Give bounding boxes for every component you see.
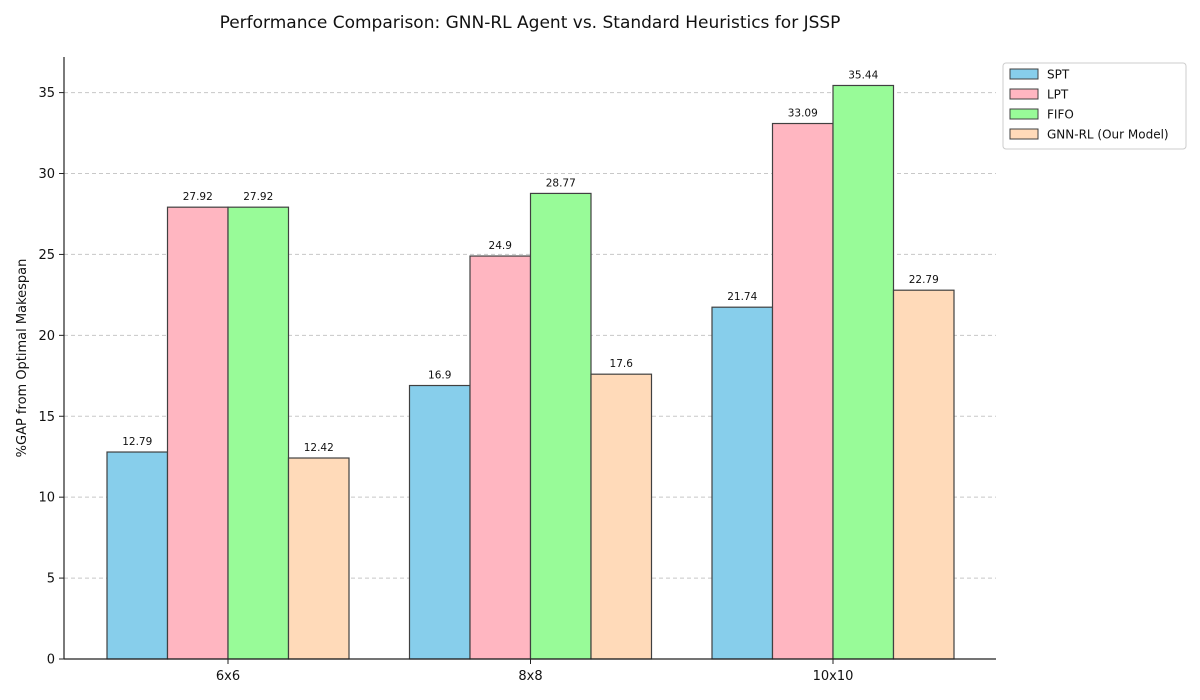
legend-label: FIFO [1047,108,1074,122]
x-tick-label: 8x8 [518,669,542,684]
y-tick-label: 0 [47,653,55,668]
legend-swatch [1009,88,1039,100]
bar-spt-6x6 [106,451,169,660]
y-tick-label: 10 [38,491,55,506]
legend-label: SPT [1047,68,1070,82]
bar-value-label: 22.79 [909,274,939,286]
bar-value-label: 21.74 [727,291,757,303]
bar-fifo-8x8 [529,192,592,660]
legend-swatch [1009,108,1039,120]
legend-label: GNN-RL (Our Model) [1047,128,1169,142]
bar-value-label: 28.77 [546,177,576,189]
bar-value-label: 17.6 [610,358,634,370]
bar-value-labels: 12.79 16.9 21.74 27.92 24.9 33.09 27.92 28.77 35… [122,69,939,454]
y-tick-label: 25 [38,248,55,263]
bar-value-label: 16.9 [428,370,451,382]
y-tick-label: 5 [47,572,55,587]
legend-swatch [1009,68,1039,80]
bar-value-label: 27.92 [183,191,213,203]
bar-value-label: 12.42 [304,442,334,454]
y-tick-label: 35 [38,86,55,101]
bar-value-label: 33.09 [788,108,818,120]
y-tick-label: 30 [38,167,55,182]
bar-spt-10x10 [711,306,774,660]
bar-value-label: 12.79 [122,436,152,448]
y-tick-label: 20 [38,329,55,344]
axes-layer: 0 5 10 15 20 25 30 35 6x6 8x8 10x10 [38,57,996,684]
legend-box [1002,62,1187,150]
y-tick-label: 15 [38,410,55,425]
bar-fifo-10x10 [832,84,895,660]
bar-value-label: 35.44 [848,69,878,81]
bar-lpt-10x10 [771,122,834,660]
bar-lpt-6x6 [166,206,229,660]
x-tick-label: 10x10 [813,669,854,684]
bar-value-label: 27.92 [243,191,273,203]
bar-lpt-8x8 [469,255,532,660]
legend: SPT LPT FIFO GNN-RL (Our Model) [1002,62,1187,150]
bar-spt-8x8 [408,384,471,660]
y-axis-label: %GAP from Optimal Makespan [15,259,30,458]
legend-swatch [1009,128,1039,140]
bar-value-label: 24.9 [489,240,512,252]
bar-gnn-rl-our-model-6x6 [287,457,350,660]
legend-label: LPT [1047,88,1069,102]
bar-gnn-rl-our-model-8x8 [590,373,653,660]
chart-title: Performance Comparison: GNN-RL Agent vs.… [220,13,841,33]
x-tick-label: 6x6 [216,669,240,684]
bars-layer [106,84,955,660]
bar-gnn-rl-our-model-10x10 [892,289,955,660]
bar-fifo-6x6 [227,206,290,660]
